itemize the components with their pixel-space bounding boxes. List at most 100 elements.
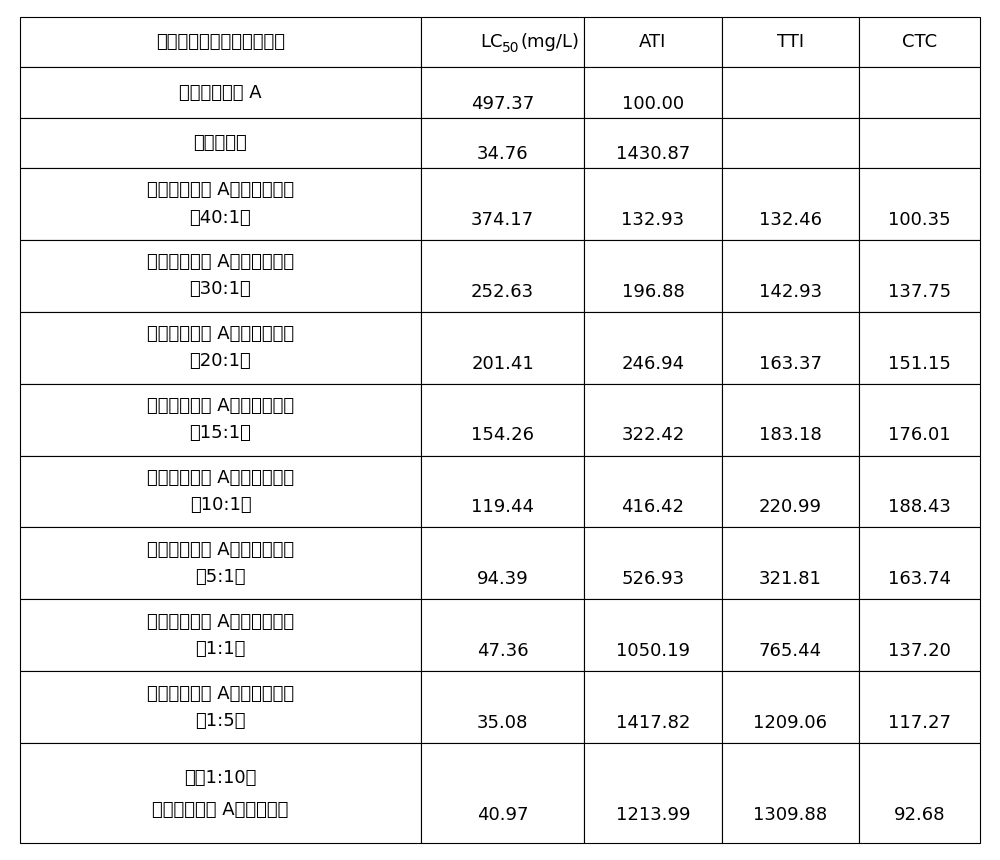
- Text: 金腰箭提取物 A：甲基异柳磷: 金腰箭提取物 A：甲基异柳磷: [147, 685, 294, 703]
- Text: 322.42: 322.42: [621, 427, 685, 445]
- Text: 1209.06: 1209.06: [753, 714, 827, 732]
- Text: 132.93: 132.93: [621, 211, 685, 229]
- Text: 765.44: 765.44: [759, 642, 822, 660]
- Text: 201.41: 201.41: [471, 354, 534, 372]
- Bar: [859, 240, 980, 311]
- Text: CTC: CTC: [902, 34, 937, 52]
- Text: 金腰箭提取物 A：甲基异柳磷: 金腰箭提取物 A：甲基异柳磷: [147, 469, 294, 487]
- Text: 金腰箭提取物 A：甲基异柳磷: 金腰箭提取物 A：甲基异柳磷: [147, 612, 294, 630]
- Bar: [421, 118, 584, 168]
- Text: 252.63: 252.63: [471, 283, 534, 301]
- Text: （40:1）: （40:1）: [190, 209, 251, 226]
- Bar: [584, 168, 722, 240]
- Bar: [20, 456, 421, 527]
- Text: 药剂名称及配比（重量比）: 药剂名称及配比（重量比）: [156, 34, 285, 52]
- Text: （1:5）: （1:5）: [195, 712, 246, 730]
- Bar: [20, 672, 421, 743]
- Text: 100.00: 100.00: [622, 95, 684, 113]
- Bar: [421, 672, 584, 743]
- Bar: [722, 599, 859, 672]
- Text: 151.15: 151.15: [888, 354, 951, 372]
- Bar: [722, 240, 859, 311]
- Bar: [584, 17, 722, 67]
- Bar: [20, 384, 421, 456]
- Text: 196.88: 196.88: [622, 283, 684, 301]
- Bar: [722, 672, 859, 743]
- Bar: [584, 118, 722, 168]
- Bar: [20, 67, 421, 118]
- Text: 金腰箭提取物 A：甲基异柳: 金腰箭提取物 A：甲基异柳: [152, 802, 289, 820]
- Bar: [859, 168, 980, 240]
- Text: 176.01: 176.01: [888, 427, 951, 445]
- Text: 40.97: 40.97: [477, 806, 528, 824]
- Text: （1:1）: （1:1）: [195, 640, 246, 658]
- Text: 34.76: 34.76: [477, 144, 528, 163]
- Bar: [722, 311, 859, 384]
- Text: 497.37: 497.37: [471, 95, 534, 113]
- Text: TTI: TTI: [777, 34, 804, 52]
- Text: 金腰箭提取物 A：甲基异柳磷: 金腰箭提取物 A：甲基异柳磷: [147, 325, 294, 343]
- Text: 416.42: 416.42: [621, 498, 684, 516]
- Bar: [20, 599, 421, 672]
- Bar: [859, 672, 980, 743]
- Bar: [859, 311, 980, 384]
- Text: 1213.99: 1213.99: [616, 806, 690, 824]
- Bar: [722, 456, 859, 527]
- Bar: [859, 743, 980, 843]
- Text: 154.26: 154.26: [471, 427, 534, 445]
- Text: （20:1）: （20:1）: [190, 353, 251, 371]
- Bar: [584, 456, 722, 527]
- Bar: [584, 743, 722, 843]
- Text: 1417.82: 1417.82: [616, 714, 690, 732]
- Bar: [20, 118, 421, 168]
- Bar: [859, 384, 980, 456]
- Text: 1309.88: 1309.88: [753, 806, 827, 824]
- Bar: [421, 743, 584, 843]
- Bar: [584, 67, 722, 118]
- Text: 35.08: 35.08: [477, 714, 528, 732]
- Bar: [584, 311, 722, 384]
- Bar: [20, 527, 421, 599]
- Text: 526.93: 526.93: [621, 570, 685, 588]
- Text: 132.46: 132.46: [759, 211, 822, 229]
- Bar: [20, 17, 421, 67]
- Bar: [722, 384, 859, 456]
- Text: ATI: ATI: [639, 34, 667, 52]
- Text: 119.44: 119.44: [471, 498, 534, 516]
- Bar: [421, 456, 584, 527]
- Bar: [584, 384, 722, 456]
- Text: 117.27: 117.27: [888, 714, 951, 732]
- Bar: [584, 672, 722, 743]
- Bar: [421, 240, 584, 311]
- Text: 1430.87: 1430.87: [616, 144, 690, 163]
- Text: LC: LC: [480, 34, 503, 52]
- Bar: [859, 118, 980, 168]
- Text: （15:1）: （15:1）: [190, 424, 251, 442]
- Text: （10:1）: （10:1）: [190, 496, 251, 514]
- Bar: [722, 168, 859, 240]
- Text: 246.94: 246.94: [621, 354, 685, 372]
- Text: （30:1）: （30:1）: [190, 280, 251, 298]
- Text: 磷（1:10）: 磷（1:10）: [184, 769, 257, 787]
- Text: 92.68: 92.68: [894, 806, 945, 824]
- Bar: [859, 527, 980, 599]
- Text: 金腰箭提取物 A：甲基异柳磷: 金腰箭提取物 A：甲基异柳磷: [147, 397, 294, 415]
- Bar: [421, 599, 584, 672]
- Bar: [859, 599, 980, 672]
- Bar: [421, 67, 584, 118]
- Text: 142.93: 142.93: [759, 283, 822, 301]
- Bar: [20, 240, 421, 311]
- Bar: [859, 67, 980, 118]
- Bar: [722, 527, 859, 599]
- Bar: [584, 240, 722, 311]
- Text: 47.36: 47.36: [477, 642, 528, 660]
- Text: 金腰箭提取物 A：甲基异柳磷: 金腰箭提取物 A：甲基异柳磷: [147, 541, 294, 559]
- Text: （5:1）: （5:1）: [195, 568, 246, 586]
- Text: 374.17: 374.17: [471, 211, 534, 229]
- Bar: [722, 118, 859, 168]
- Text: 137.20: 137.20: [888, 642, 951, 660]
- Bar: [421, 17, 584, 67]
- Bar: [859, 17, 980, 67]
- Bar: [421, 527, 584, 599]
- Bar: [722, 743, 859, 843]
